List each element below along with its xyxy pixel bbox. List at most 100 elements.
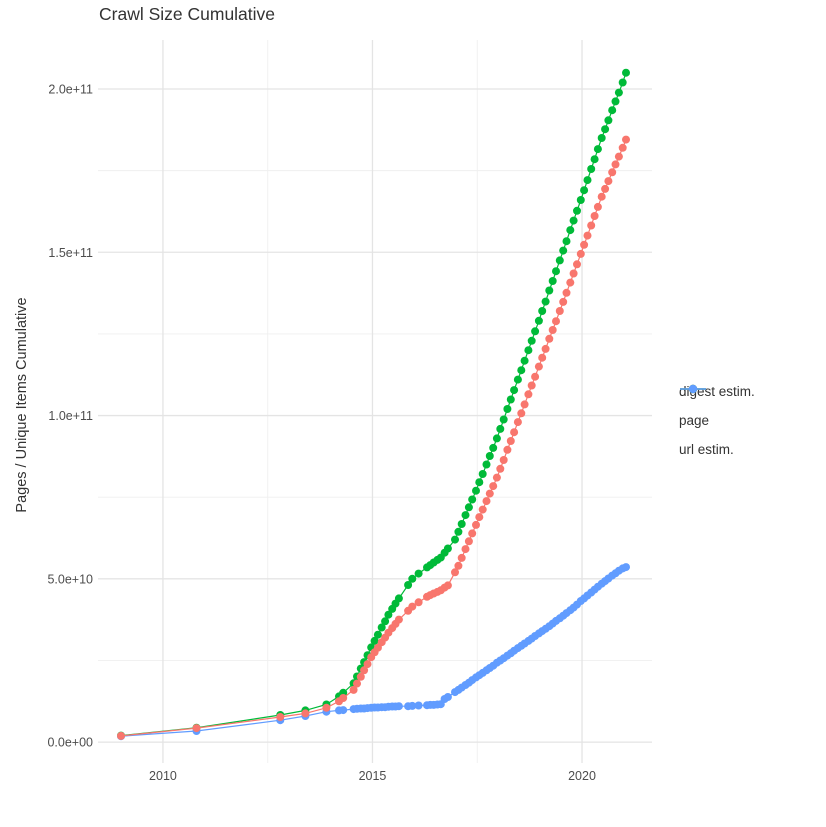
data-point — [510, 386, 519, 395]
data-point — [301, 709, 310, 718]
data-point — [520, 400, 529, 409]
data-point — [472, 520, 480, 529]
data-point — [534, 316, 543, 325]
data-point — [566, 278, 575, 287]
data-point — [414, 598, 423, 607]
data-point — [622, 135, 630, 144]
data-point — [618, 78, 627, 87]
legend-label: url estim. — [679, 441, 734, 457]
data-point — [552, 317, 560, 326]
y-tick-label: 0.0e+00 — [47, 736, 93, 750]
data-point — [443, 544, 452, 553]
chart-title: Crawl Size Cumulative — [99, 4, 276, 24]
data-point — [593, 202, 602, 211]
data-point — [322, 703, 331, 712]
data-point — [478, 505, 487, 514]
data-point — [414, 701, 423, 710]
data-point — [517, 366, 526, 375]
data-point — [573, 260, 581, 269]
data-point — [482, 497, 491, 506]
legend-label: page — [679, 412, 710, 428]
data-point — [597, 192, 606, 201]
data-point — [443, 581, 452, 590]
data-point — [370, 636, 379, 645]
data-point — [339, 694, 348, 702]
data-point — [510, 428, 519, 437]
data-point — [489, 482, 498, 491]
data-point — [496, 424, 505, 433]
data-point — [538, 353, 547, 362]
data-point — [464, 503, 473, 512]
data-point — [608, 106, 617, 115]
data-point — [394, 615, 403, 624]
data-point — [408, 701, 417, 710]
data-point — [622, 563, 630, 572]
data-point — [485, 489, 494, 498]
data-point — [548, 277, 557, 285]
legend-key-icon — [680, 384, 706, 394]
data-point — [394, 702, 403, 711]
data-point — [527, 336, 536, 345]
data-point — [517, 409, 526, 418]
data-point — [555, 256, 564, 265]
data-point — [513, 375, 522, 384]
data-point — [117, 731, 125, 740]
data-point — [499, 415, 508, 424]
data-point — [541, 344, 550, 353]
data-point — [601, 184, 610, 193]
data-point — [503, 405, 512, 413]
data-point — [583, 231, 592, 240]
data-point — [608, 168, 617, 177]
data-point — [377, 623, 386, 632]
data-point — [472, 486, 480, 495]
data-point — [559, 297, 568, 306]
data-point — [590, 212, 599, 220]
data-point — [601, 125, 610, 134]
data-point — [587, 221, 596, 230]
data-point — [363, 660, 372, 669]
data-point — [381, 617, 390, 626]
data-point — [513, 418, 522, 427]
data-point — [590, 155, 599, 164]
data-point — [520, 356, 529, 365]
data-point — [451, 568, 459, 577]
data-point — [499, 456, 508, 464]
data-point — [373, 630, 382, 639]
data-point — [384, 610, 393, 619]
data-point — [475, 513, 484, 522]
data-point — [555, 307, 564, 315]
data-point — [506, 437, 515, 445]
data-point — [604, 116, 613, 125]
data-point — [534, 362, 543, 371]
y-tick-label: 1.0e+11 — [48, 409, 93, 423]
data-point — [548, 326, 557, 334]
data-point — [583, 176, 592, 185]
data-point — [443, 693, 452, 701]
series-line-page — [120, 72, 627, 737]
data-point — [604, 177, 613, 186]
data-point — [524, 390, 533, 399]
data-point — [408, 602, 417, 611]
data-point — [461, 511, 470, 520]
data-point — [618, 143, 627, 152]
data-point — [531, 372, 540, 381]
x-tick-label: 2010 — [149, 769, 177, 783]
data-point — [552, 267, 560, 276]
series-points-url-estim- — [117, 563, 630, 741]
data-point — [614, 88, 623, 97]
data-point — [566, 226, 575, 235]
data-point — [503, 445, 512, 454]
data-point — [614, 152, 623, 161]
legend: digest estim. page url estim. — [679, 381, 755, 459]
data-point — [506, 395, 515, 404]
data-point — [559, 246, 568, 255]
legend-label: digest estim. — [679, 383, 755, 399]
data-point — [454, 561, 463, 570]
data-point — [356, 672, 365, 681]
data-point — [576, 249, 585, 258]
data-point — [485, 452, 494, 460]
legend-item-page: page — [679, 384, 755, 430]
y-tick-label: 2.0e+11 — [48, 82, 93, 96]
data-point — [597, 134, 606, 142]
